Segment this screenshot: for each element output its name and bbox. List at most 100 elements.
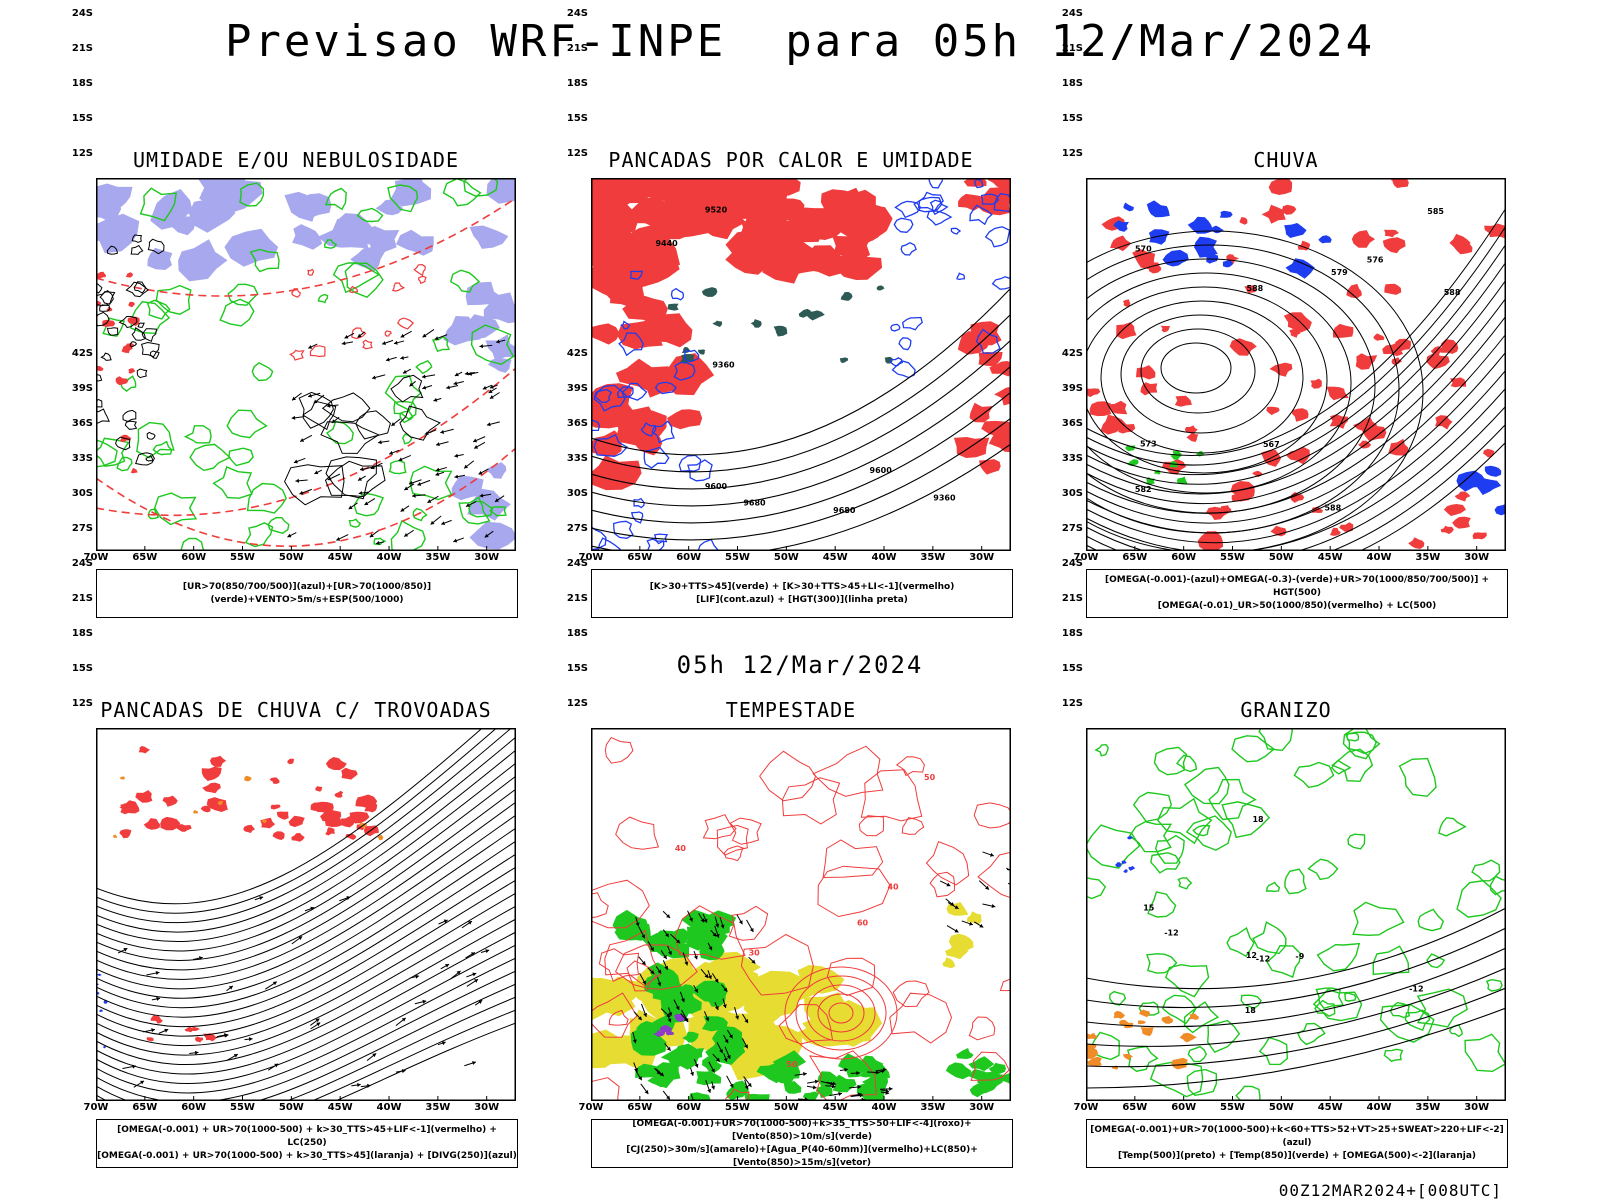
thunder-area-red: [349, 811, 370, 824]
rain-area-red: [1160, 325, 1171, 333]
wind-vector: [385, 356, 397, 362]
lifted-index-contour: [927, 178, 944, 189]
isobar: [124, 420, 138, 430]
isobar: [106, 245, 118, 255]
lon-tick-label: 35W: [1415, 1102, 1441, 1113]
streamline: [96, 762, 516, 952]
thunder-area-red: [291, 832, 305, 842]
lon-tick-label: 65W: [132, 552, 158, 563]
hgt300-line: [591, 443, 1011, 551]
instability-area-teal: [876, 285, 885, 291]
humidity-area-blue: [96, 213, 140, 254]
contour-label: 50: [786, 1060, 798, 1069]
instability-area-red: [591, 430, 622, 457]
wind-vector: [412, 493, 426, 498]
wind-area-green: [997, 1073, 1011, 1084]
streamline: [1086, 369, 1506, 544]
wind-vector: [375, 540, 385, 545]
lifted-index-contour: [894, 200, 922, 219]
streamline-arrow: [254, 896, 264, 901]
instability-area-red: [981, 420, 1011, 439]
lon-tick-label: 35W: [920, 1102, 946, 1113]
streamline: [1086, 243, 1506, 476]
hgt300-line: [591, 287, 1011, 456]
humidity-area-blue: [224, 228, 279, 267]
lat-tick-label: 21S: [566, 42, 588, 54]
thickness-area: [128, 301, 135, 308]
rain-area-red: [1426, 353, 1450, 370]
lat-tick-label: 42S: [1061, 348, 1083, 359]
wind-vector: [946, 925, 959, 933]
wind-vector: [705, 1080, 712, 1094]
rain-area-red: [1089, 401, 1112, 417]
wind-vector: [714, 925, 720, 938]
thunder-area-orange: [244, 775, 252, 782]
thickness-contour: [362, 339, 373, 350]
temp500-line: [1086, 1007, 1506, 1089]
wind-area-green: [702, 1056, 722, 1073]
temp850-contour: [1344, 992, 1357, 1002]
wind-vector: [662, 1090, 671, 1100]
humidity-contour-green: [267, 517, 290, 535]
lc850-contour: [784, 966, 898, 1060]
legend-box: [OMEGA(-0.001)+UR>70(1000-500)+k<60+TTS>…: [1086, 1119, 1508, 1168]
lon-tick-label: 45W: [822, 1102, 848, 1113]
temp850-contour: [1315, 987, 1345, 1010]
hail-area-blue: [1123, 869, 1128, 873]
lifted-index-contour: [984, 226, 1011, 248]
wind-vector: [714, 1002, 719, 1011]
rain-area-red: [1261, 204, 1286, 224]
streamline-arrow: [410, 974, 420, 979]
wind-vector: [668, 1007, 673, 1017]
wind-vector: [825, 1084, 836, 1089]
temp850-contour: [1307, 858, 1339, 881]
wind-vector: [939, 880, 951, 887]
isobar: [399, 405, 441, 441]
precip-water-contour: [614, 944, 698, 990]
isobar: [320, 421, 380, 454]
thickness-contour: [349, 285, 359, 294]
thickness-contour: [391, 282, 406, 292]
streamline: [96, 996, 516, 1101]
lon-tick-label: 30W: [474, 1102, 500, 1113]
lon-tick-label: 30W: [969, 552, 995, 563]
humidity-contour-green: [136, 421, 175, 459]
temp850-contour: [1126, 1045, 1159, 1072]
wind-vector: [404, 483, 415, 491]
wind-vector: [1006, 868, 1011, 871]
contour-label: 40: [887, 883, 899, 892]
isobar: [284, 464, 345, 506]
thunder-area-red: [201, 766, 222, 781]
map-border: [1086, 178, 1506, 551]
lat-tick-label: 36S: [1061, 417, 1083, 429]
wind-vector: [746, 919, 754, 933]
instability-area-red: [978, 352, 1003, 367]
temp850-contour: [1489, 875, 1506, 896]
wind-vector: [369, 530, 379, 538]
temp500-line: [1086, 907, 1506, 990]
streamline: [1086, 387, 1506, 551]
lat-tick-label: 18S: [71, 77, 93, 89]
humidity-contour-green: [239, 182, 265, 207]
streamline-arrow: [465, 952, 476, 959]
rain-area-red: [1440, 339, 1459, 354]
streamline: [96, 728, 498, 914]
rain-area-red: [1388, 438, 1409, 456]
wind-vector: [357, 331, 365, 338]
humidity-area-blue: [375, 199, 404, 216]
rain-area-blue: [1146, 200, 1170, 218]
contour-label: 9680: [833, 506, 856, 515]
omega-area-orange: [1161, 1015, 1174, 1024]
lc850-contour: [795, 975, 887, 1051]
panel-title: PANCADAS DE CHUVA C/ TROVOADAS: [100, 698, 492, 722]
isobar: [130, 244, 144, 255]
legend-line: [OMEGA(-0.01)_UR>50(1000/850)(vermelho) …: [1157, 601, 1437, 611]
wind-vector: [293, 457, 306, 464]
wind-vector: [707, 942, 713, 951]
wind-vector: [726, 1029, 733, 1039]
rain-area-red: [1116, 322, 1137, 340]
temp850-contour: [1153, 746, 1188, 776]
isobar: [99, 304, 111, 312]
instability-area-red: [591, 455, 642, 491]
isobar: [141, 328, 158, 342]
